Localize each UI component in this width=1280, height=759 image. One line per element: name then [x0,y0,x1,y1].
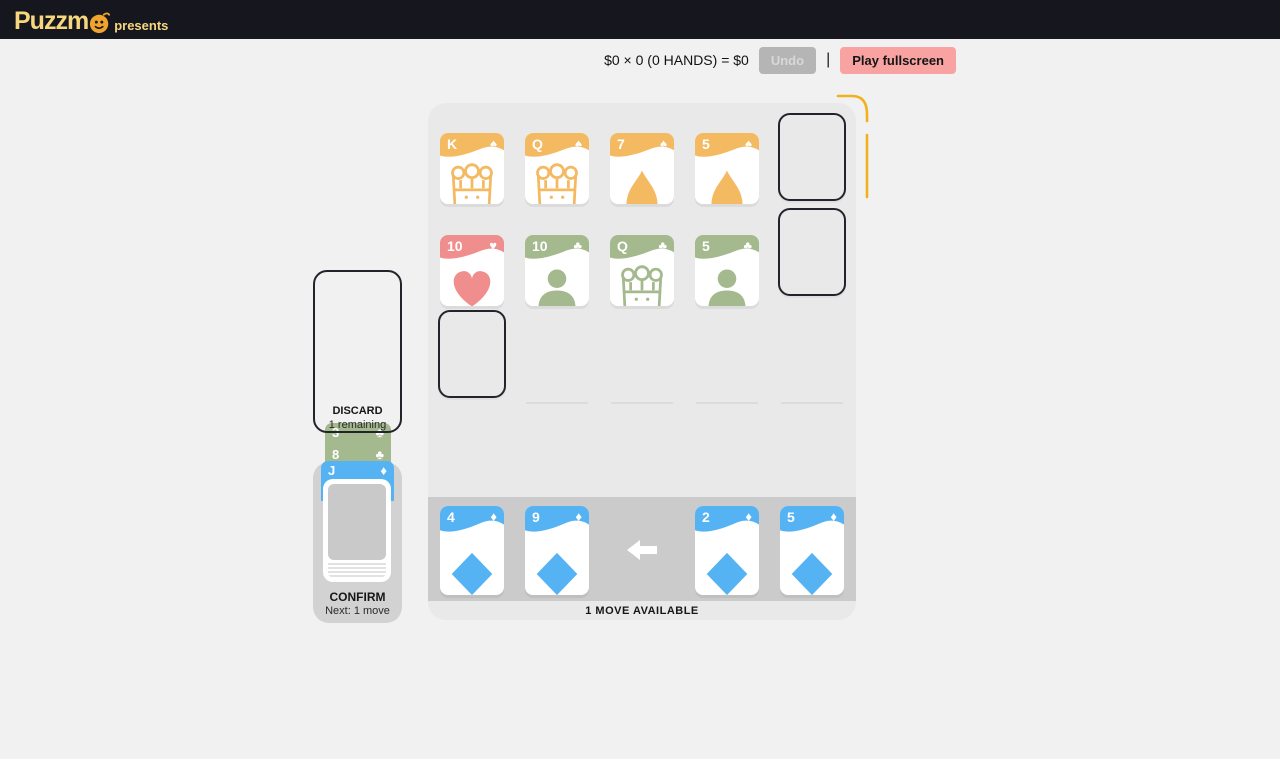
score-bar: $0 × 0 (0 HANDS) = $0 Undo | Play fullsc… [604,46,956,74]
card-rank: 5 [787,509,795,525]
diamond-suit-icon: ♦ [490,509,497,524]
card-band [695,133,759,157]
deck-card-back [328,484,386,560]
club-person-art-icon [538,269,576,306]
card-band [525,235,589,259]
diamond-art-icon [536,552,578,595]
card-5-spade[interactable]: 5 ♠ [695,133,759,204]
card-10-club[interactable]: 10 ♣ [525,235,589,306]
card-band [440,235,504,259]
score-text: $0 × 0 (0 HANDS) = $0 [604,52,749,68]
diamond-suit-icon: ♦ [380,463,387,478]
slot-placeholder-line [611,402,673,404]
card-band [695,235,759,259]
empty-slot[interactable] [778,113,846,201]
heart-art-icon [453,271,491,306]
empty-slot[interactable] [778,208,846,296]
diamond-art-icon [451,552,493,595]
slot-placeholder-line [526,402,588,404]
play-fullscreen-button[interactable]: Play fullscreen [840,46,956,74]
card-rank: 7 [617,136,625,152]
club-person-art-icon [708,269,746,306]
discard-label: DISCARD [332,405,383,417]
card-band [610,133,674,157]
spade-suit-icon: ♠ [575,136,582,151]
slot-placeholder-line [696,402,758,404]
diamond-art-icon [791,552,833,595]
top-bar: Puzzm presents [0,0,1280,39]
card-5-club[interactable]: 5 ♣ [695,235,759,306]
spade-suit-icon: ♠ [490,136,497,151]
card-rank: Q [532,136,543,152]
card-rank: 4 [447,509,455,525]
diamond-suit-icon: ♦ [830,509,837,524]
puzzmo-logo-text: Puzzm [14,7,89,35]
card-K-spade[interactable]: K ♠ [440,133,504,204]
game-board: K ♠ Q ♠ 7 ♠ 5 ♠ 10 ♥ 10 ♣ Q ♣ [428,103,856,620]
club-suit-icon: ♣ [658,238,667,253]
club-suit-icon: ♣ [743,238,752,253]
deck-edge-stripes [328,561,386,578]
card-band [525,506,589,532]
card-band [780,506,844,532]
card-2-diamond[interactable]: 2 ♦ [695,506,759,595]
diamond-art-icon [706,552,748,595]
card-band [525,133,589,157]
club-suit-icon: ♣ [573,238,582,253]
undo-button[interactable]: Undo [758,46,817,74]
card-rank: 10 [447,238,463,254]
diamond-suit-icon: ♦ [575,509,582,524]
moves-available-status: 1 MOVE AVAILABLE [585,605,699,617]
card-band [610,235,674,259]
card-rank: 8 [332,447,340,462]
card-band [440,506,504,532]
card-7-spade[interactable]: 7 ♠ [610,133,674,204]
confirm-label: CONFIRM [329,590,386,604]
deck-card[interactable] [323,479,391,582]
club-suit-icon: ♣ [375,447,384,462]
puzzmo-logo[interactable]: Puzzm presents [14,9,168,34]
discard-remaining-count: 1 remaining [328,419,387,431]
highlight-arc-icon [836,94,869,199]
spade-royal-crown-icon [536,163,578,204]
card-5-diamond[interactable]: 5 ♦ [780,506,844,595]
spade-suit-icon: ♠ [745,136,752,151]
card-rank: 5 [702,238,710,254]
card-rank: K [447,136,458,152]
card-4-diamond[interactable]: 4 ♦ [440,506,504,595]
spade-art-icon [711,170,743,204]
card-10-heart[interactable]: 10 ♥ [440,235,504,306]
empty-slot[interactable] [438,310,506,398]
spade-suit-icon: ♠ [660,136,667,151]
diamond-suit-icon: ♦ [745,509,752,524]
card-band [695,506,759,532]
club-royal-crown-icon [621,265,663,306]
spade-art-icon [626,170,658,204]
move-left-arrow-icon [627,540,657,560]
spade-royal-crown-icon [451,163,493,204]
presents-label: presents [114,18,169,33]
card-9-diamond[interactable]: 9 ♦ [525,506,589,595]
button-divider: | [826,51,831,68]
confirm-next-move: Next: 1 move [325,605,390,617]
card-rank: Q [617,238,628,254]
card-rank: 2 [702,509,710,525]
puzzmo-smiley-icon [90,12,111,34]
card-rank: 5 [702,136,710,152]
discard-zone[interactable]: DISCARD 1 remaining [313,270,402,433]
card-band [440,133,504,157]
slot-placeholder-line [781,402,843,404]
card-Q-spade[interactable]: Q ♠ [525,133,589,204]
card-Q-club[interactable]: Q ♣ [610,235,674,306]
heart-suit-icon: ♥ [489,238,497,253]
card-rank: J [328,463,336,478]
card-rank: 9 [532,509,540,525]
card-rank: 10 [532,238,548,254]
